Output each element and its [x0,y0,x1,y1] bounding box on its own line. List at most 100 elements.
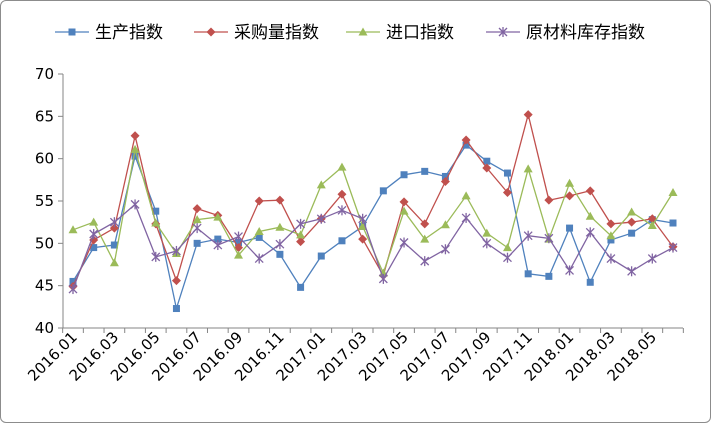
legend-label: 原材料库存指数 [526,23,645,43]
data-point [130,199,140,210]
data-point [462,141,470,149]
legend-label: 采购量指数 [234,23,319,43]
data-point [585,211,595,220]
data-point [483,157,491,165]
series-3 [68,144,678,277]
data-point [668,188,678,197]
legend: 生产指数 采购量指数 进口指数 原材料库存指数 [55,23,645,43]
series-4 [68,199,678,295]
data-point [337,189,347,199]
data-point [213,212,223,221]
data-point [379,187,387,195]
data-point [668,242,678,253]
legend-item: 采购量指数 [194,23,319,43]
data-point [89,217,99,226]
data-point [130,144,140,153]
legend-label: 进口指数 [386,23,454,43]
y-tick-label: 65 [35,107,54,125]
data-point [440,177,450,187]
data-point [440,244,450,255]
data-point [254,226,264,235]
data-point [400,171,408,179]
data-point [275,239,285,250]
series-line [72,144,674,312]
data-point [399,206,409,215]
data-point [461,212,471,223]
data-point [482,163,492,173]
data-point [130,131,140,141]
data-point [213,240,223,251]
y-tick-label: 70 [35,65,54,83]
data-point [627,217,637,227]
data-point [109,217,119,228]
data-point [544,233,554,244]
data-point [606,219,616,229]
data-point [669,219,677,227]
data-point [524,270,532,278]
data-point [152,207,160,215]
data-point [337,205,347,216]
data-point [545,272,553,280]
data-point [275,195,285,205]
data-point [235,238,243,246]
y-tick-label: 50 [35,234,54,252]
legend-swatch-marker [498,27,508,37]
series-2 [68,110,678,292]
y-tick-label: 40 [35,319,54,337]
y-tick-label: 55 [35,192,54,210]
data-point [628,229,636,237]
data-point [172,305,180,313]
data-point [109,223,119,233]
legend-swatch-marker [358,27,368,36]
legend-swatch-marker [206,27,216,37]
data-point [566,224,574,232]
data-point [234,231,243,242]
data-point [317,252,325,260]
data-point [647,253,657,264]
data-point [606,253,616,264]
data-point [131,152,139,160]
legend-swatch-marker [68,28,76,36]
y-tick-label: 45 [35,277,54,295]
data-point [358,213,368,224]
data-point [192,204,202,214]
data-point [68,225,78,234]
data-point [440,220,450,229]
data-point [193,239,201,247]
data-point [502,188,512,198]
data-point [585,186,595,196]
series-group [68,110,678,313]
data-point [523,164,533,173]
data-point [627,207,637,216]
data-point [69,277,77,285]
data-point [297,283,305,291]
data-point [214,235,222,243]
data-point [441,172,449,180]
data-point [607,236,615,244]
data-point [627,266,637,277]
data-point [90,244,98,252]
data-point [296,218,306,229]
data-point [337,162,347,171]
data-point [171,245,181,256]
data-point [316,213,326,224]
data-point [316,180,326,189]
data-point [523,230,533,241]
data-point [482,228,492,237]
data-point [523,110,533,120]
series-line [72,203,674,290]
legend-item: 进口指数 [346,23,454,43]
data-point [606,231,616,240]
data-point [586,278,594,286]
data-point [565,191,575,201]
series-1 [69,141,677,313]
data-point [420,234,430,243]
data-point [502,243,512,252]
data-point [275,222,285,231]
data-point [338,237,346,245]
data-point [420,219,430,229]
data-point [358,234,368,244]
series-line [72,114,674,287]
data-point [192,215,202,224]
